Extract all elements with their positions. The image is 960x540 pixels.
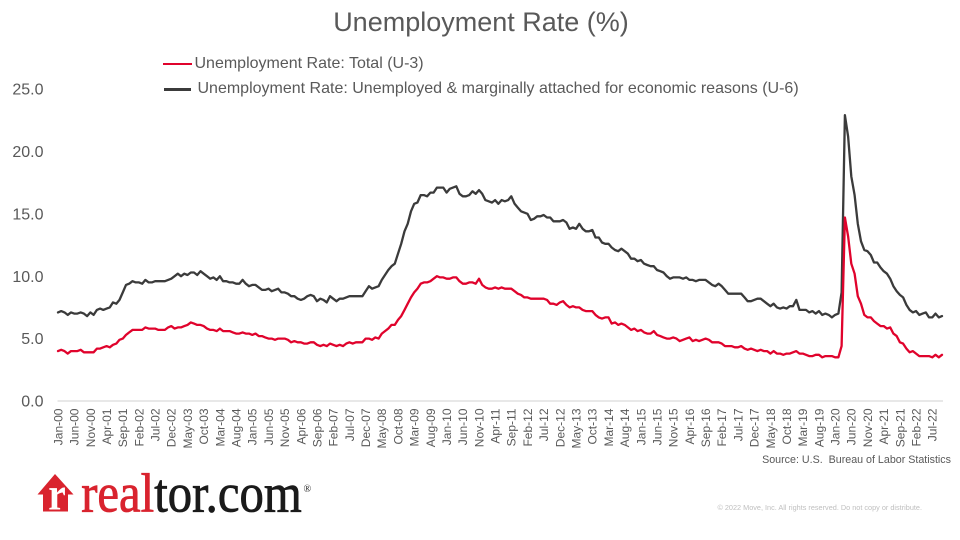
svg-text:Jul-07: Jul-07 xyxy=(343,408,357,441)
svg-text:Sep-06: Sep-06 xyxy=(310,408,324,447)
svg-text:May-13: May-13 xyxy=(570,408,584,448)
svg-text:Sep-11: Sep-11 xyxy=(505,408,519,446)
svg-text:Apr-16: Apr-16 xyxy=(683,408,697,444)
svg-text:Oct-13: Oct-13 xyxy=(586,408,600,444)
svg-text:Dec-17: Dec-17 xyxy=(748,408,762,447)
svg-text:Sep-16: Sep-16 xyxy=(699,408,713,447)
svg-text:Oct-18: Oct-18 xyxy=(780,408,794,444)
svg-text:Jul-22: Jul-22 xyxy=(926,408,940,441)
svg-text:Jun-05: Jun-05 xyxy=(262,408,276,445)
svg-text:May-18: May-18 xyxy=(764,408,778,448)
svg-text:20.0: 20.0 xyxy=(12,144,43,161)
svg-text:®: ® xyxy=(304,484,312,495)
svg-text:5.0: 5.0 xyxy=(21,331,43,348)
svg-text:Feb-17: Feb-17 xyxy=(715,408,729,446)
svg-text:Oct-08: Oct-08 xyxy=(391,408,405,444)
svg-text:Dec-07: Dec-07 xyxy=(359,408,373,447)
svg-text:Sep-21: Sep-21 xyxy=(893,408,907,447)
svg-text:25.0: 25.0 xyxy=(12,82,43,99)
svg-text:Nov-20: Nov-20 xyxy=(861,408,875,447)
svg-text:Jul-17: Jul-17 xyxy=(731,408,745,441)
svg-text:0.0: 0.0 xyxy=(21,394,43,411)
svg-text:r: r xyxy=(48,468,66,520)
svg-text:Nov-05: Nov-05 xyxy=(278,408,292,447)
svg-text:May-03: May-03 xyxy=(181,408,195,448)
svg-text:Nov-10: Nov-10 xyxy=(472,408,486,447)
svg-text:Jun-10: Jun-10 xyxy=(456,408,470,445)
svg-text:Feb-07: Feb-07 xyxy=(327,408,341,446)
svg-text:Mar-09: Mar-09 xyxy=(408,408,422,446)
svg-text:Dec-02: Dec-02 xyxy=(165,408,179,447)
svg-text:realtor.com: realtor.com xyxy=(81,462,302,524)
svg-text:Feb-12: Feb-12 xyxy=(521,408,535,446)
svg-text:Jan-00: Jan-00 xyxy=(51,408,65,445)
svg-text:Aug-14: Aug-14 xyxy=(618,408,632,447)
svg-text:Apr-06: Apr-06 xyxy=(294,408,308,444)
svg-text:10.0: 10.0 xyxy=(12,269,43,286)
svg-text:May-08: May-08 xyxy=(375,408,389,448)
svg-text:Mar-19: Mar-19 xyxy=(796,408,810,446)
svg-text:Jan-05: Jan-05 xyxy=(246,408,260,445)
svg-text:Dec-12: Dec-12 xyxy=(553,408,567,447)
svg-text:Jan-15: Jan-15 xyxy=(634,408,648,445)
svg-text:Feb-02: Feb-02 xyxy=(132,408,146,446)
svg-text:Aug-19: Aug-19 xyxy=(812,408,826,447)
svg-text:Apr-11: Apr-11 xyxy=(489,408,503,443)
svg-text:Jan-20: Jan-20 xyxy=(829,408,843,445)
svg-text:Apr-21: Apr-21 xyxy=(877,408,891,444)
svg-text:Apr-01: Apr-01 xyxy=(100,408,114,444)
svg-text:Mar-04: Mar-04 xyxy=(213,408,227,446)
svg-text:Nov-15: Nov-15 xyxy=(667,408,681,447)
svg-text:Oct-03: Oct-03 xyxy=(197,408,211,444)
svg-text:Jun-15: Jun-15 xyxy=(650,408,664,445)
svg-text:Jun-20: Jun-20 xyxy=(845,408,859,445)
svg-text:Mar-14: Mar-14 xyxy=(602,408,616,446)
svg-text:Jul-02: Jul-02 xyxy=(149,408,163,441)
svg-text:Feb-22: Feb-22 xyxy=(910,408,924,446)
svg-text:Jan-10: Jan-10 xyxy=(440,408,454,445)
svg-text:Jul-12: Jul-12 xyxy=(537,408,551,441)
svg-text:Aug-04: Aug-04 xyxy=(230,408,244,447)
svg-text:Jun-00: Jun-00 xyxy=(68,408,82,445)
svg-text:Aug-09: Aug-09 xyxy=(424,408,438,447)
svg-text:15.0: 15.0 xyxy=(12,206,43,223)
svg-text:Sep-01: Sep-01 xyxy=(116,408,130,447)
svg-text:Nov-00: Nov-00 xyxy=(84,408,98,447)
